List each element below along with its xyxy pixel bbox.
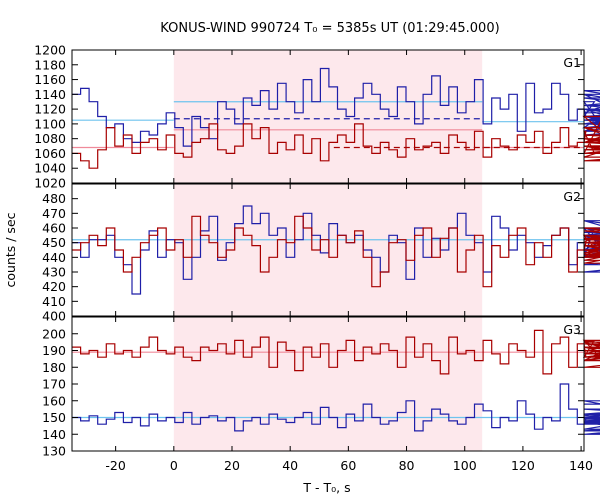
y-axis-label: counts / sec: [3, 212, 18, 287]
y-tick-label: 1140: [34, 87, 66, 102]
y-tick-label: 1200: [34, 43, 66, 58]
y-tick-label: 440: [42, 250, 66, 265]
x-tick-label: 140: [569, 458, 593, 473]
y-tick-label: 1100: [34, 116, 66, 131]
y-tick-label: 1060: [34, 146, 66, 161]
x-tick-label: 40: [282, 458, 298, 473]
x-tick-label: 60: [340, 458, 356, 473]
y-tick-label: 170: [42, 377, 66, 392]
y-tick-label: 1020: [34, 176, 66, 191]
y-tick-label: 160: [42, 393, 66, 408]
series-g3-series_b: [72, 329, 600, 375]
y-tick-label: 180: [42, 360, 66, 375]
y-tick-label: 1080: [34, 131, 66, 146]
series-g1-series_a: [72, 67, 600, 147]
y-tick-label: 410: [42, 294, 66, 309]
axes-layer: 1020104010601080110011201140116011801200…: [34, 43, 593, 474]
x-tick-label: 120: [511, 458, 535, 473]
y-tick-label: 140: [42, 427, 66, 442]
panel-frame-g2: [71, 183, 585, 317]
panel-label-g3: G3: [563, 322, 581, 337]
y-tick-label: 430: [42, 265, 66, 280]
panel-label-g1: G1: [563, 55, 581, 70]
y-tick-label: 480: [42, 191, 66, 206]
y-tick-label: 200: [42, 326, 66, 341]
series-g1-series_b: [72, 115, 600, 169]
x-tick-label: 100: [453, 458, 477, 473]
y-tick-label: 190: [42, 343, 66, 358]
series-g3-series_a: [72, 383, 600, 435]
y-tick-label: 1180: [34, 57, 66, 72]
panel-label-g2: G2: [563, 189, 581, 204]
series-layer: [72, 67, 600, 435]
y-tick-label: 150: [42, 410, 66, 425]
series-g2-series_a: [72, 205, 600, 295]
chart-title: KONUS-WIND 990724 T₀ = 5385s UT (01:29:4…: [160, 21, 499, 36]
y-tick-label: 420: [42, 279, 66, 294]
x-tick-label: 80: [399, 458, 415, 473]
x-tick-label: 0: [170, 458, 178, 473]
x-tick-label: -20: [105, 458, 125, 473]
panel-frame-g1: [71, 49, 585, 184]
y-tick-label: 130: [42, 444, 66, 459]
y-tick-label: 450: [42, 235, 66, 250]
y-tick-label: 1160: [34, 72, 66, 87]
x-tick-label: 20: [224, 458, 240, 473]
y-tick-label: 460: [42, 221, 66, 236]
y-tick-label: 1120: [34, 102, 66, 117]
y-tick-label: 400: [42, 309, 66, 324]
highlight-interval: [173, 50, 483, 451]
series-g2-series_b: [72, 215, 600, 288]
y-tick-label: 470: [42, 206, 66, 221]
x-axis-label: T - T₀, s: [302, 480, 350, 495]
y-tick-label: 1040: [34, 161, 66, 176]
highlight-interval-layer: [173, 50, 483, 451]
